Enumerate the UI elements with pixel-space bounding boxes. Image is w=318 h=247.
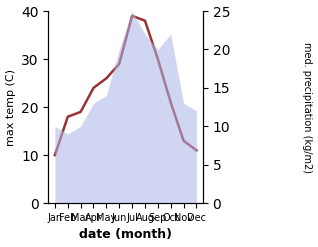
Y-axis label: med. precipitation (kg/m2): med. precipitation (kg/m2)	[302, 41, 313, 173]
X-axis label: date (month): date (month)	[79, 228, 172, 242]
Y-axis label: max temp (C): max temp (C)	[5, 69, 16, 146]
